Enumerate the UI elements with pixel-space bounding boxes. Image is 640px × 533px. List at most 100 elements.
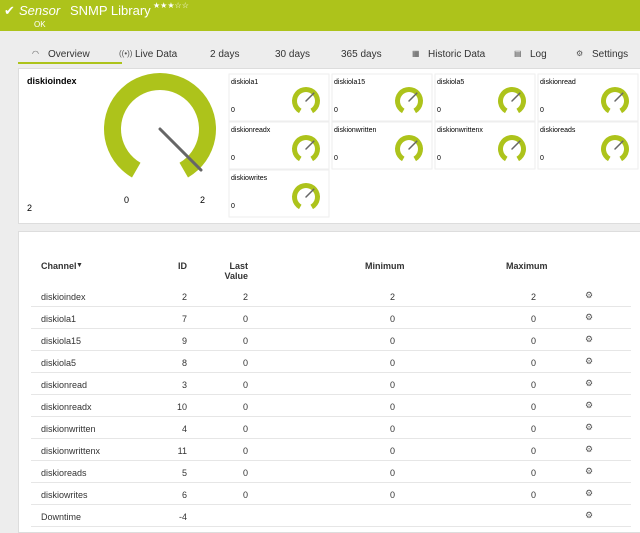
gauge-max: 2 [200, 195, 205, 205]
gauge-name: diskionwrittenx [437, 127, 483, 134]
channel-settings-icon: ⚙ [585, 510, 593, 521]
channel-settings-icon: ⚙ [585, 312, 593, 323]
row-divider [31, 438, 631, 439]
cell: 4 [182, 424, 187, 434]
channel-settings-icon: ⚙ [585, 356, 593, 367]
tab[interactable]: Log [530, 49, 547, 60]
gauge-needle [409, 93, 417, 101]
tab-icon: ▦ [412, 49, 420, 58]
gauge-value: 0 [231, 107, 235, 114]
column-header[interactable]: Maximum [506, 261, 536, 271]
channel-table: ChannelIDLast ValueMinimumMaximum▼diskio… [18, 231, 640, 533]
cell: 0 [243, 402, 248, 412]
row-divider [31, 482, 631, 483]
cell: 0 [531, 380, 536, 390]
cell: 0 [390, 468, 395, 478]
header-bar: ✔ Sensor SNMP Library ★★★☆☆ OK [0, 0, 640, 31]
cell: 5 [182, 468, 187, 478]
cell: 0 [531, 336, 536, 346]
cell: 0 [243, 446, 248, 456]
channel-settings-icon: ⚙ [585, 290, 593, 301]
channel-settings-icon: ⚙ [585, 488, 593, 499]
gauge-panel: diskioindex202diskiola10diskiola150diski… [18, 68, 640, 224]
cell: diskioreads [41, 468, 87, 478]
cell: diskioindex [41, 292, 86, 302]
active-tab-underline [18, 62, 122, 64]
channel-settings-icon: ⚙ [585, 378, 593, 389]
column-header[interactable]: Channel [41, 261, 77, 271]
sensor-prefix: Sensor [19, 3, 60, 18]
gauge-needle [615, 141, 623, 149]
cell: 2 [182, 292, 187, 302]
gauge-name: diskionwritten [334, 127, 377, 134]
gauges: diskioindex202diskiola10diskiola150diski… [19, 69, 640, 223]
sensor-title: SNMP Library [70, 3, 151, 18]
cell: 9 [182, 336, 187, 346]
cell: 2 [390, 292, 395, 302]
tab[interactable]: 30 days [275, 49, 310, 60]
cell: 0 [390, 490, 395, 500]
gauge-min: 0 [124, 195, 129, 205]
check-icon: ✔ [4, 3, 15, 19]
gauge-needle [306, 93, 314, 101]
cell: 0 [531, 468, 536, 478]
channel-settings-icon: ⚙ [585, 422, 593, 433]
cell: 0 [243, 490, 248, 500]
column-header[interactable]: Minimum [365, 261, 395, 271]
tab[interactable]: Live Data [135, 49, 177, 60]
cell: 0 [390, 358, 395, 368]
gauge-name: diskiola15 [334, 79, 365, 86]
cell: diskionreadx [41, 402, 92, 412]
tab-icon: ◠ [32, 49, 39, 58]
cell: 0 [531, 402, 536, 412]
cell: 0 [390, 402, 395, 412]
gauge-value: 2 [27, 203, 32, 213]
cell: diskionwritten [41, 424, 96, 434]
cell: diskionwrittenx [41, 446, 100, 456]
cell: 0 [243, 424, 248, 434]
gauge-value: 0 [437, 107, 441, 114]
gauge-name: diskionreadx [231, 127, 271, 134]
cell: 8 [182, 358, 187, 368]
gauge-value: 0 [540, 107, 544, 114]
tab[interactable]: Historic Data [428, 49, 485, 60]
cell: 2 [531, 292, 536, 302]
cell: diskiola15 [41, 336, 81, 346]
cell: 0 [243, 314, 248, 324]
cell: 0 [531, 358, 536, 368]
cell: 7 [182, 314, 187, 324]
cell: 0 [390, 336, 395, 346]
gauge-value: 0 [334, 107, 338, 114]
cell: 6 [182, 490, 187, 500]
tab[interactable]: 2 days [210, 49, 239, 60]
row-divider [31, 460, 631, 461]
gauge-needle [512, 141, 520, 149]
tab[interactable]: Overview [48, 49, 90, 60]
gauge-value: 0 [231, 155, 235, 162]
cell: 2 [243, 292, 248, 302]
gauge-needle [306, 141, 314, 149]
column-header[interactable]: Last Value [218, 261, 248, 281]
cell: 0 [243, 380, 248, 390]
row-divider [31, 372, 631, 373]
row-divider [31, 526, 631, 527]
column-header[interactable]: ID [157, 261, 187, 271]
channel-settings-icon: ⚙ [585, 444, 593, 455]
row-divider [31, 416, 631, 417]
tab[interactable]: 365 days [341, 49, 382, 60]
priority-stars[interactable]: ★★★☆☆ [153, 1, 189, 10]
row-divider [31, 328, 631, 329]
tab[interactable]: Settings [592, 49, 628, 60]
cell: -4 [179, 512, 187, 522]
gauge-value: 0 [231, 203, 235, 210]
gauge-name: diskioindex [27, 76, 77, 86]
cell: diskiowrites [41, 490, 88, 500]
cell: 0 [390, 380, 395, 390]
gauge-needle [306, 189, 314, 197]
cell: 0 [243, 358, 248, 368]
gauge-value: 0 [540, 155, 544, 162]
cell: 0 [531, 314, 536, 324]
cell: 0 [243, 468, 248, 478]
cell: 0 [531, 490, 536, 500]
